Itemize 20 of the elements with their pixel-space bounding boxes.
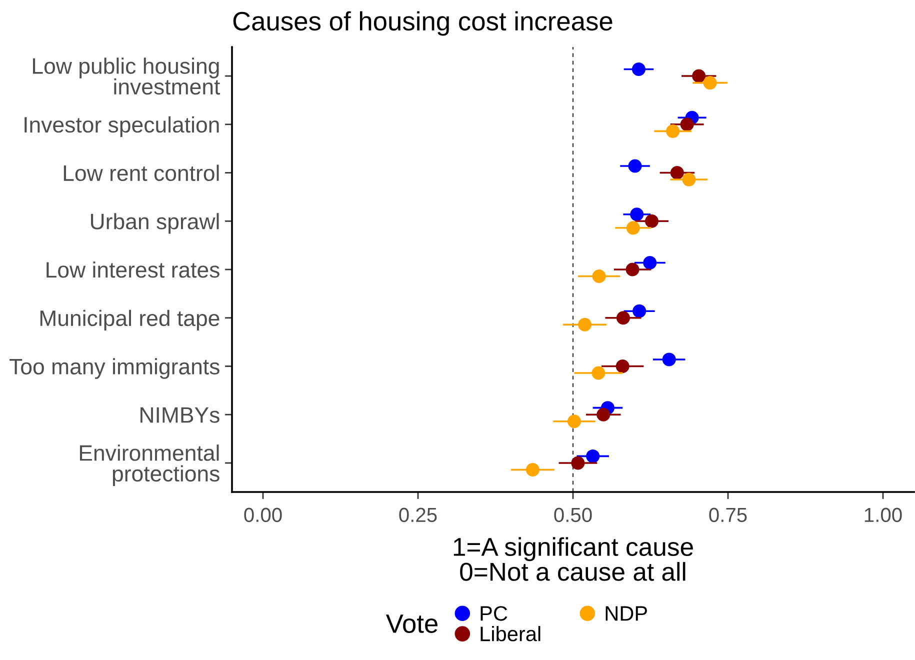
legend-label: PC	[480, 606, 508, 621]
x-tick-label: 0.75	[709, 508, 747, 522]
chart-title: Causes of housing cost increase	[233, 11, 612, 36]
y-tick-label: Investor speculation	[24, 116, 219, 138]
y-tick-label: Environmental protections	[80, 444, 220, 486]
legend-title: Vote	[386, 614, 438, 633]
x-tick-label: 1.00	[864, 508, 902, 522]
y-tick-label: NIMBYs	[140, 407, 220, 423]
y-tick-label: Too many immigrants	[10, 358, 220, 379]
y-tick-label: Low public housing investment	[33, 58, 220, 95]
y-tick-label: Low rent control	[64, 164, 219, 182]
x-axis-title: 1=A significant cause 0=Not a cause at all	[454, 537, 693, 581]
legend-label: Liberal	[480, 626, 540, 642]
legend-label: NDP	[606, 606, 647, 621]
y-tick-label: Low interest rates	[46, 261, 220, 278]
x-tick-label: 0.00	[244, 508, 282, 522]
x-tick-label: 0.50	[554, 508, 592, 522]
y-tick-label: Urban sprawl	[91, 213, 219, 234]
x-tick-label: 0.25	[399, 508, 437, 522]
y-tick-label: Municipal red tape	[40, 310, 220, 331]
